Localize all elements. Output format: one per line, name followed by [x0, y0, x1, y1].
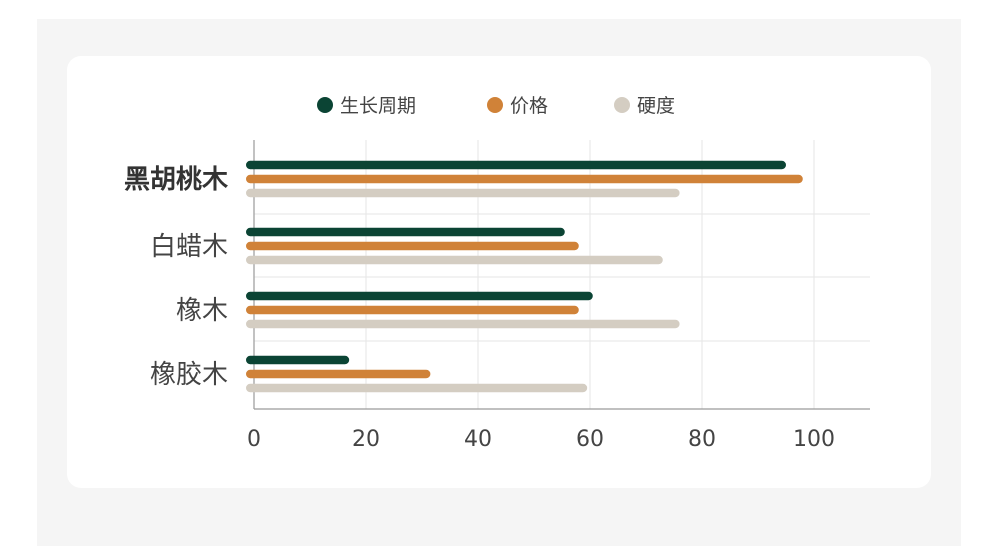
- bar: [246, 319, 680, 329]
- category-label: 橡胶木: [150, 360, 228, 390]
- x-tick-labels: 0 20 40 60 80 100: [247, 427, 835, 452]
- category-label: 白蜡木: [150, 232, 228, 262]
- bar: [246, 369, 431, 379]
- legend-swatch: [317, 97, 333, 113]
- legend-swatch: [614, 97, 630, 113]
- bars: [246, 160, 803, 393]
- bar: [246, 305, 579, 315]
- x-tick-label: 0: [247, 427, 261, 452]
- bar: [246, 188, 680, 198]
- bar: [246, 383, 588, 393]
- bar: [246, 355, 350, 365]
- x-tick-label: 100: [793, 427, 835, 452]
- chart-card: [67, 56, 931, 488]
- x-tick-label: 60: [576, 427, 604, 452]
- category-label: 黑胡桃木: [124, 165, 228, 195]
- bar: [246, 174, 803, 184]
- x-tick-label: 80: [688, 427, 716, 452]
- legend: 生长周期 价格 硬度: [317, 95, 675, 117]
- x-tick-label: 40: [464, 427, 492, 452]
- legend-label: 生长周期: [340, 95, 416, 117]
- grid-lines: [254, 140, 870, 409]
- legend-swatch: [487, 97, 503, 113]
- legend-label: 价格: [510, 95, 548, 117]
- category-label: 橡木: [176, 296, 228, 326]
- bar: [246, 160, 786, 170]
- bar: [246, 227, 565, 237]
- bar: [246, 255, 663, 265]
- legend-label: 硬度: [637, 95, 675, 117]
- x-tick-label: 20: [352, 427, 380, 452]
- bar: [246, 241, 579, 251]
- bar: [246, 291, 593, 301]
